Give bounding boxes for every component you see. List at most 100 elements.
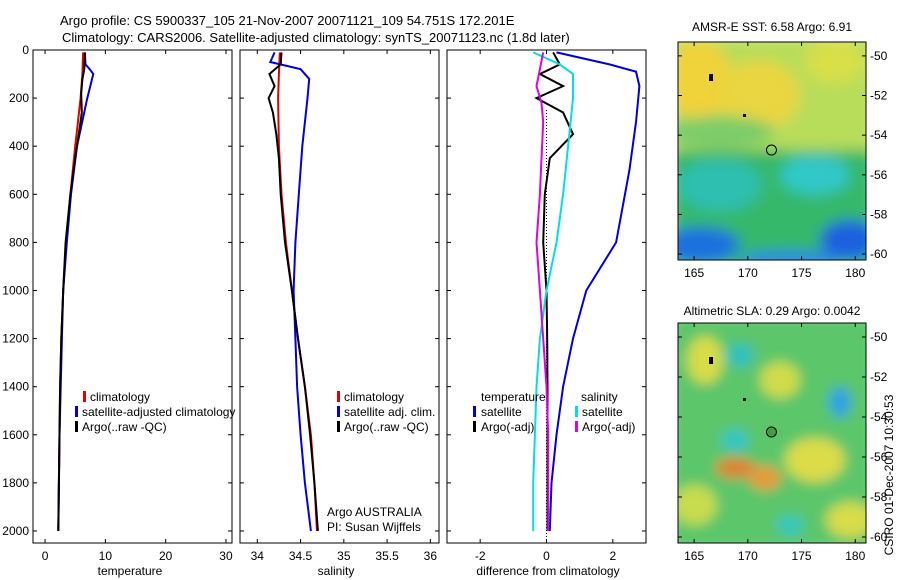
map-y-tick-label: -52	[870, 89, 888, 103]
series-line-temperature-satellite	[548, 51, 641, 532]
difference-panel: -2 0 2 difference from climatology tempera…	[446, 49, 647, 578]
y-tick-label: 800	[9, 235, 29, 249]
sla-map-ticks: 165 170 175 180 -50 -52 -54 -56 -58 -60	[678, 323, 888, 563]
map-y-tick-label: -52	[870, 370, 888, 384]
sst-cyan-patch-2	[780, 155, 850, 195]
legend-swatch-satellite-adj	[337, 406, 340, 417]
map-x-tick-label: 175	[792, 266, 812, 280]
legend-title-salinity: salinity	[581, 390, 618, 404]
map-x-tick-label: 165	[684, 266, 704, 280]
x-tick-label: 34.5	[289, 549, 313, 563]
temperature-axes-frame	[32, 49, 233, 544]
header-line-2: Climatology: CARS2006. Satellite-adjuste…	[62, 30, 570, 45]
legend-label-temp-argo: Argo(-adj)	[481, 420, 534, 434]
annotation-pi: PI: Susan Wijffels	[327, 520, 421, 534]
x-tick-label: 0	[543, 549, 550, 563]
temperature-xlabel: temperature	[98, 564, 163, 578]
sst-coast-mark-small	[743, 114, 746, 117]
sla-red-patch-2	[749, 466, 781, 490]
sst-map-frame	[677, 41, 867, 261]
map-x-tick-label: 170	[738, 266, 758, 280]
legend-swatch-sal-argo	[575, 421, 578, 432]
temperature-legend: climatology satellite-adjusted climatolo…	[75, 390, 235, 434]
map-x-tick-label: 175	[792, 549, 812, 563]
x-tick-label: -2	[475, 549, 486, 563]
difference-series-group	[532, 51, 641, 532]
map-x-tick-label: 165	[684, 549, 704, 563]
legend-title-temperature: temperature	[481, 390, 546, 404]
difference-xlabel: difference from climatology	[476, 564, 619, 578]
y-tick-label: 1400	[2, 380, 29, 394]
x-tick-label: 34	[251, 549, 265, 563]
sla-yellow-patch-5	[826, 502, 866, 538]
salinity-panel: 34 34.5 35 35.5 36 salinity climatology sate…	[239, 49, 440, 578]
y-tick-label: 1600	[2, 428, 29, 442]
legend-swatch-temp-satellite	[473, 406, 476, 417]
sst-cyan-patch-1	[678, 159, 762, 211]
legend-label-temp-satellite: satellite	[481, 405, 522, 419]
sst-cold-patch-1	[678, 227, 740, 260]
legend-swatch-climatology	[337, 391, 340, 402]
series-line-satellite-adj-clim	[268, 51, 312, 532]
salinity-series-group	[267, 51, 319, 532]
legend-label-argo: Argo(..raw -QC)	[82, 420, 167, 434]
y-tick-label: 1000	[2, 283, 29, 297]
map-y-tick-label: -50	[870, 330, 888, 344]
legend-label-sal-argo: Argo(-adj)	[582, 420, 635, 434]
x-tick-label: 36	[424, 549, 438, 563]
legend-label-satellite-adjusted: satellite-adjusted climatology	[82, 405, 235, 419]
series-line-salinity-satellite	[532, 51, 574, 531]
legend-label-climatology: climatology	[344, 390, 404, 404]
sla-coast-mark	[709, 357, 713, 364]
legend-swatch-argo	[75, 421, 78, 432]
salinity-ticks-group: 34 34.5 35 35.5 36	[240, 49, 439, 563]
sla-argo-marker	[765, 426, 777, 438]
sla-yellow-patch-1	[687, 336, 723, 384]
sla-coast-mark-small	[743, 398, 746, 401]
y-tick-label: 2000	[2, 524, 29, 538]
y-tick-label: 600	[9, 187, 29, 201]
legend-label-satellite-adj: satellite adj. clim.	[344, 405, 435, 419]
sst-argo-marker	[765, 144, 777, 156]
map-y-tick-label: -60	[870, 530, 888, 544]
legend-swatch-climatology	[83, 391, 86, 402]
y-tick-label: 1800	[2, 476, 29, 490]
map-y-tick-label: -58	[870, 490, 888, 504]
header-line-1: Argo profile: CS 5900337_105 21-Nov-2007…	[60, 13, 515, 28]
sst-cool-patch-1	[678, 116, 775, 148]
x-tick-label: 30	[219, 549, 233, 563]
x-tick-label: 35	[337, 549, 351, 563]
salinity-legend: climatology satellite adj. clim. Argo(..…	[337, 390, 435, 434]
sla-cyan-patch-1	[726, 343, 754, 367]
csiro-timestamp: CSIRO 01-Dec-2007 10:30:53	[882, 394, 896, 555]
map-x-tick-label: 170	[738, 549, 758, 563]
sst-coast-mark	[709, 74, 713, 81]
sla-yellow-patch-4	[678, 485, 717, 525]
legend-swatch-satellite-adjusted	[75, 406, 78, 417]
x-tick-label: 2	[609, 549, 616, 563]
legend-label-sal-satellite: satellite	[582, 405, 623, 419]
sla-yellow-patch-3	[785, 438, 845, 482]
sla-cyan-patch-3	[721, 429, 749, 451]
map-x-tick-label: 180	[845, 549, 865, 563]
map-y-tick-label: -50	[870, 49, 888, 63]
temperature-ticks-group: 0 10 20 30 0 200 400 600 800 1000 1200 1400 1600 1800…	[2, 43, 233, 563]
map-y-tick-label: -54	[870, 410, 888, 424]
temperature-panel: 0 10 20 30 0 200 400 600 800 1000 1200 1400 1600 1800…	[2, 43, 235, 578]
y-tick-label: 0	[22, 43, 29, 57]
legend-label-argo: Argo(..raw -QC)	[344, 420, 429, 434]
sla-map-frame	[677, 322, 867, 544]
salinity-axes-frame	[239, 49, 440, 544]
y-tick-label: 400	[9, 139, 29, 153]
legend-swatch-sal-satellite	[575, 406, 578, 417]
x-tick-label: 10	[99, 549, 113, 563]
x-tick-label: 0	[42, 549, 49, 563]
sla-cyan-patch-2	[829, 387, 851, 417]
sla-red-patch-1	[715, 458, 755, 478]
sst-map-ticks: 165 170 175 180 -50 -52 -54 -56 -58 -60	[678, 42, 888, 280]
sst-heatmap-field	[678, 42, 866, 260]
legend-swatch-argo	[337, 421, 340, 432]
legend-swatch-temp-argo	[473, 421, 476, 432]
sst-warm-patch-2	[720, 60, 800, 130]
